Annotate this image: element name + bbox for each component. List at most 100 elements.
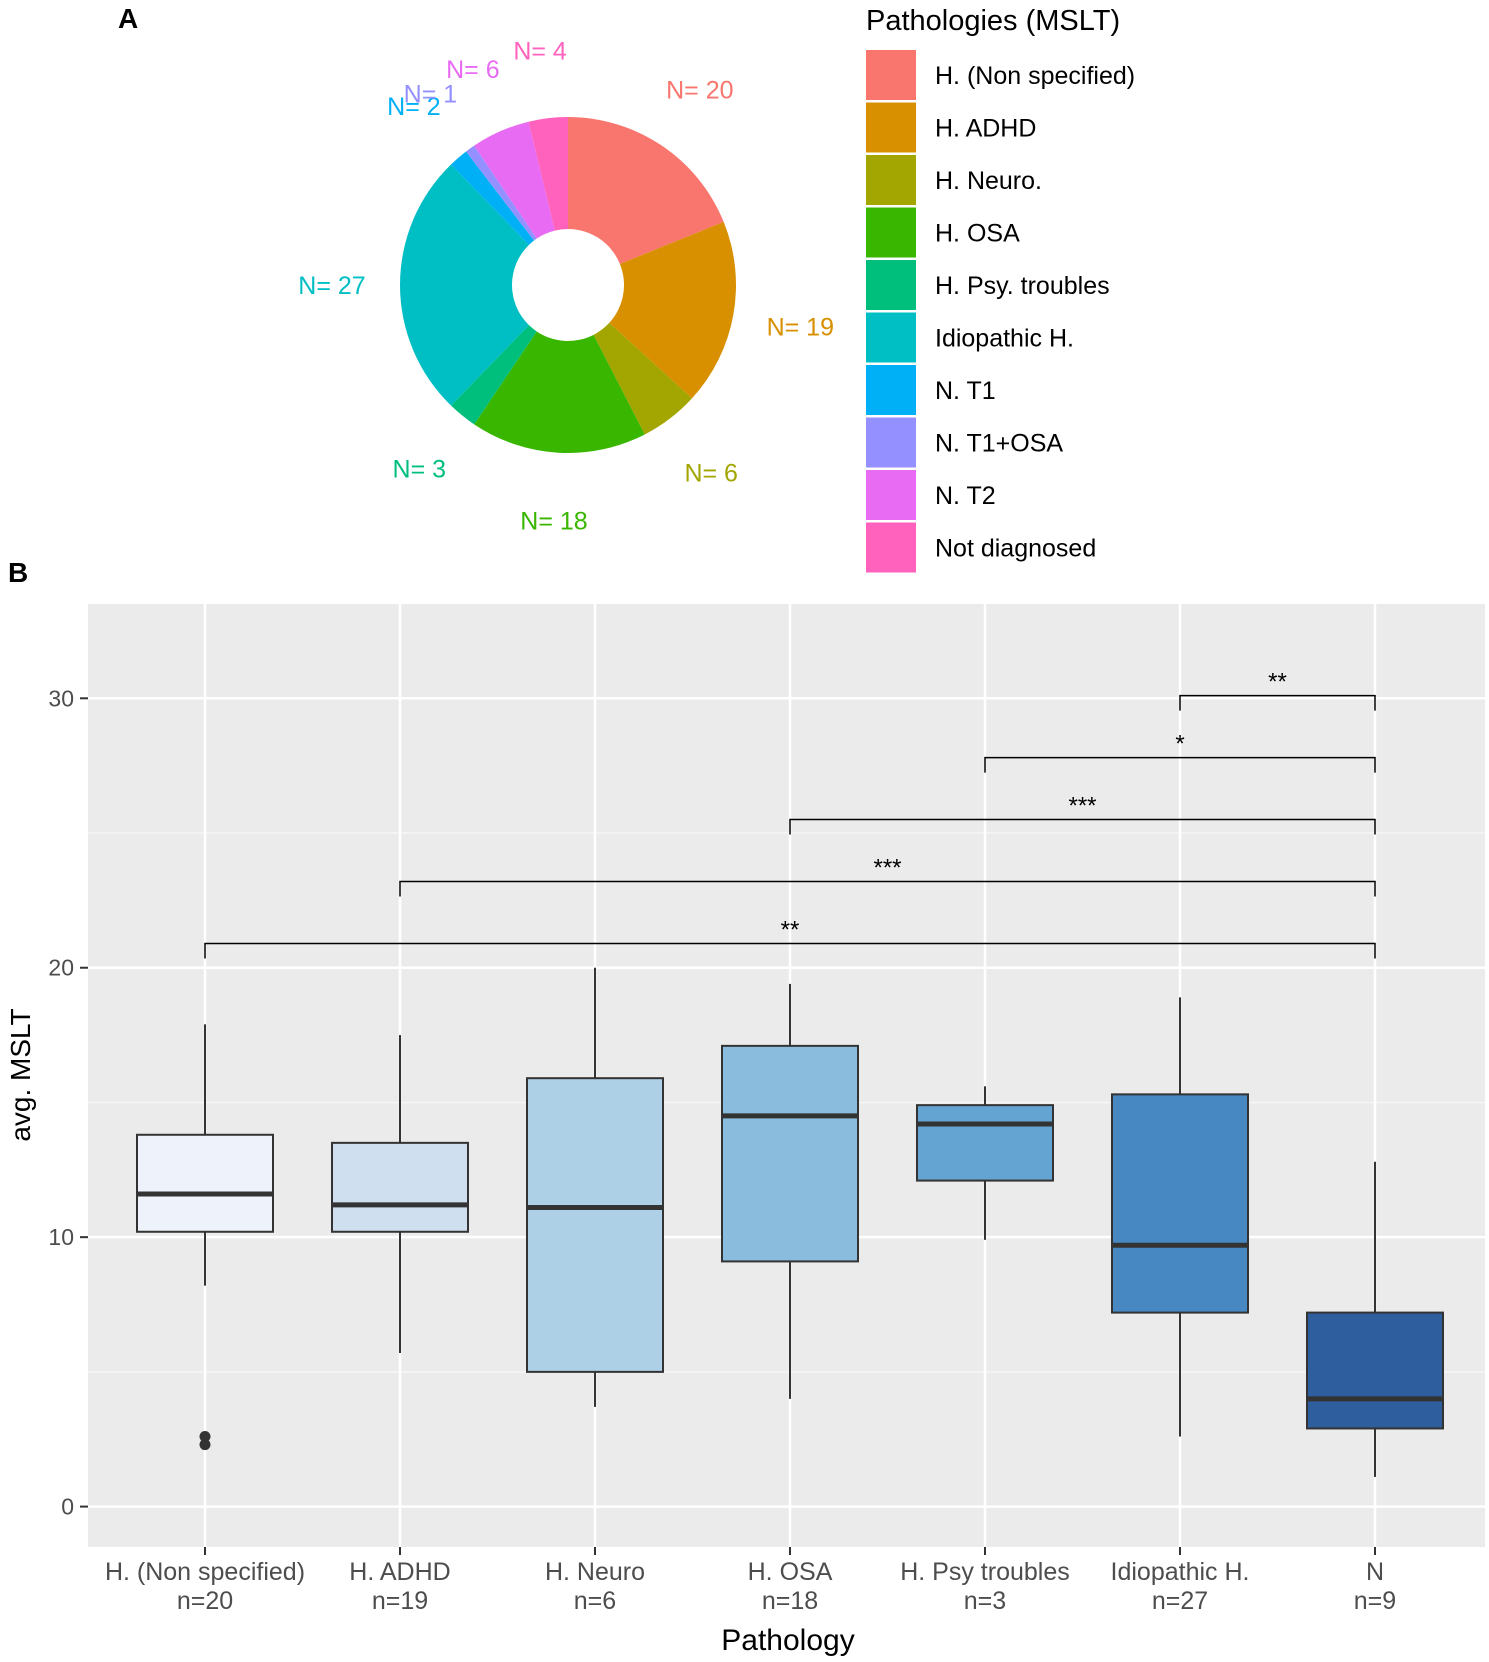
boxes bbox=[136, 967, 1444, 1477]
slice-label-h-neuro: N= 6 bbox=[684, 460, 738, 488]
y-axis-label: avg. MSLT bbox=[5, 1008, 36, 1141]
slice-label-h-non-specified: N= 20 bbox=[666, 76, 733, 104]
box-iqr bbox=[1306, 1311, 1444, 1430]
legend-key-idiopathic-h bbox=[866, 312, 916, 363]
panel-b-label: B bbox=[8, 557, 28, 588]
slice-n-t1-osa bbox=[466, 145, 537, 241]
legend-label-n-t2: N. T2 bbox=[935, 482, 996, 510]
box-idiopathic-h bbox=[1111, 997, 1249, 1437]
box-h-neuro bbox=[526, 967, 664, 1407]
x-tick-label-n: N bbox=[1366, 1558, 1384, 1586]
legend-label-not-diagnosed: Not diagnosed bbox=[935, 535, 1096, 563]
x-tick-count-idiopathic-h: n=27 bbox=[1152, 1587, 1208, 1615]
slice-label-idiopathic-h: N= 27 bbox=[298, 272, 365, 300]
y-tick-label: 0 bbox=[61, 1494, 74, 1520]
y-axis: 0 10 20 30 bbox=[48, 685, 88, 1520]
box-h-psy-troubles bbox=[916, 1086, 1054, 1240]
box-iqr bbox=[136, 1133, 274, 1233]
legend-key-h-non-specified bbox=[866, 50, 916, 100]
significance-label: *** bbox=[873, 855, 901, 882]
box-h-non-specified bbox=[136, 1024, 274, 1451]
slice-label-n-t1: N= 2 bbox=[387, 93, 441, 121]
legend: H. (Non specified) H. ADHD H. Neuro. H. OSA… bbox=[866, 50, 1135, 573]
panel-a-label: A bbox=[118, 3, 138, 34]
significance-h-adhd: *** bbox=[399, 855, 1376, 897]
box-n bbox=[1306, 1161, 1444, 1477]
significance-idiopathic-h: ** bbox=[1179, 669, 1376, 711]
bracket bbox=[789, 818, 1376, 835]
significance-label: ** bbox=[1268, 669, 1287, 696]
x-tick-label-h-adhd: H. ADHD bbox=[349, 1558, 450, 1586]
x-tick-label-h-neuro: H. Neuro bbox=[545, 1558, 645, 1586]
slice-n-t1 bbox=[450, 151, 535, 245]
outlier-point bbox=[199, 1431, 211, 1443]
significance-h-non-specified: ** bbox=[204, 916, 1376, 959]
legend-title: Pathologies (MSLT) bbox=[866, 5, 1120, 37]
box-h-osa bbox=[721, 983, 859, 1399]
x-tick-count-h-non-specified: n=20 bbox=[177, 1587, 233, 1615]
bracket bbox=[204, 942, 1376, 959]
legend-label-h-non-specified: H. (Non specified) bbox=[935, 62, 1135, 90]
x-tick-count-h-neuro: n=6 bbox=[574, 1587, 616, 1615]
x-tick-count-h-psy-troubles: n=3 bbox=[964, 1587, 1006, 1615]
legend-key-h-adhd bbox=[866, 102, 916, 153]
slice-idiopathic-h bbox=[400, 164, 529, 406]
x-tick-count-h-adhd: n=19 bbox=[372, 1587, 428, 1615]
legend-key-n-t2 bbox=[866, 470, 916, 520]
bracket bbox=[399, 880, 1376, 897]
donut-labels: N= 20N= 19N= 6N= 18N= 3N= 27N= 2N= 1N= 6… bbox=[298, 38, 834, 536]
legend-key-n-t1-osa bbox=[866, 417, 916, 468]
slice-not-diagnosed bbox=[528, 117, 568, 231]
box-iqr bbox=[331, 1141, 469, 1233]
donut-chart bbox=[400, 117, 736, 453]
significance-h-osa: *** bbox=[789, 793, 1376, 835]
bracket bbox=[1179, 694, 1376, 711]
slice-label-h-adhd: N= 19 bbox=[767, 314, 834, 342]
x-tick-label-h-osa: H. OSA bbox=[748, 1558, 833, 1586]
legend-label-h-adhd: H. ADHD bbox=[935, 115, 1036, 143]
slice-label-h-psy-troubles: N= 3 bbox=[393, 455, 447, 483]
x-tick-count-n: n=9 bbox=[1354, 1587, 1396, 1615]
legend-key-not-diagnosed bbox=[866, 522, 916, 573]
box-iqr bbox=[721, 1044, 859, 1263]
box-iqr bbox=[526, 1077, 664, 1373]
slice-n-t2 bbox=[474, 121, 555, 239]
x-tick-label-idiopathic-h: Idiopathic H. bbox=[1111, 1558, 1250, 1586]
legend-key-h-osa bbox=[866, 207, 916, 258]
slice-h-osa bbox=[474, 331, 645, 453]
x-tick-label-h-non-specified: H. (Non specified) bbox=[105, 1558, 305, 1586]
box-h-adhd bbox=[331, 1035, 469, 1354]
legend-label-idiopathic-h: Idiopathic H. bbox=[935, 325, 1074, 353]
x-tick-label-h-psy-troubles: H. Psy troubles bbox=[900, 1558, 1070, 1586]
legend-label-h-neuro: H. Neuro. bbox=[935, 167, 1042, 195]
slice-h-psy-troubles bbox=[450, 325, 537, 425]
legend-label-h-osa: H. OSA bbox=[935, 220, 1020, 248]
legend-key-h-psy-troubles bbox=[866, 260, 916, 310]
legend-key-n-t1 bbox=[866, 365, 916, 415]
box-iqr bbox=[916, 1104, 1054, 1182]
outlier-point bbox=[199, 1439, 211, 1451]
slice-label-n-t1-osa: N= 1 bbox=[404, 80, 458, 108]
significance-label: *** bbox=[1068, 793, 1096, 820]
significance-h-psy-troubles: * bbox=[984, 731, 1376, 773]
slice-h-adhd bbox=[609, 221, 736, 399]
y-tick-label: 10 bbox=[48, 1224, 74, 1250]
slice-label-n-t2: N= 6 bbox=[446, 56, 500, 84]
significance-brackets: *********** bbox=[204, 669, 1376, 959]
bracket bbox=[984, 756, 1376, 773]
x-axis-label: Pathology bbox=[721, 1624, 854, 1657]
slice-label-h-osa: N= 18 bbox=[520, 508, 587, 536]
x-tick-count-h-osa: n=18 bbox=[762, 1587, 818, 1615]
significance-label: ** bbox=[781, 916, 800, 943]
slice-h-neuro bbox=[593, 322, 692, 435]
box-iqr bbox=[1111, 1093, 1249, 1314]
legend-label-n-t1: N. T1 bbox=[935, 377, 996, 405]
y-tick-label: 30 bbox=[48, 685, 74, 711]
slice-h-non-specified bbox=[568, 117, 724, 264]
y-tick-label: 20 bbox=[48, 955, 74, 981]
significance-label: * bbox=[1175, 731, 1184, 758]
legend-label-h-psy-troubles: H. Psy. troubles bbox=[935, 272, 1110, 300]
legend-key-h-neuro bbox=[866, 155, 916, 205]
